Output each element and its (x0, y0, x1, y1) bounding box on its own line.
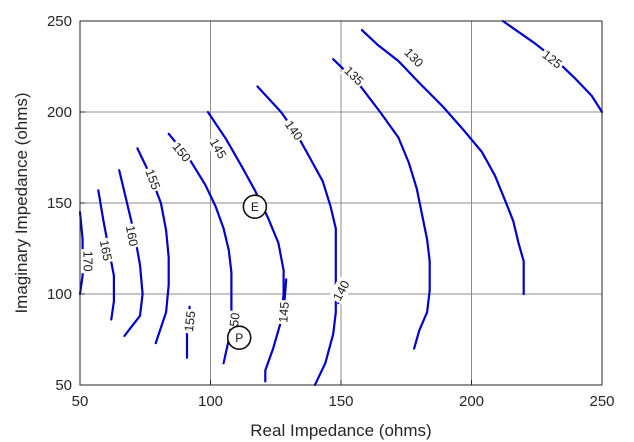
marker-e-label: E (251, 200, 259, 214)
contour-line-145 (206, 110, 285, 383)
y-axis-label: Imaginary Impedance (ohms) (12, 92, 31, 313)
contour-label-bg (274, 299, 293, 325)
contour-label-bg (168, 137, 196, 167)
contour-label-160: 160 (122, 222, 143, 250)
contour-label-145: 145 (274, 299, 293, 325)
y-tick-label: 250 (47, 13, 72, 30)
x-tick-label: 100 (198, 393, 223, 410)
contour-label-bg (280, 115, 308, 145)
marker-e-circle (242, 194, 268, 219)
x-axis-label: Real Impedance (ohms) (250, 421, 431, 440)
contour-line-160 (118, 169, 144, 337)
contour-label-text: 145 (276, 301, 292, 323)
marker-p-circle (226, 325, 252, 350)
x-tick-label: 200 (459, 393, 484, 410)
y-tick-label: 100 (47, 286, 72, 303)
axis-ticks: 50 100 150 200 250 50 100 150 200 250 (47, 13, 615, 410)
contour-label-text: 155 (182, 310, 198, 332)
contour-label-bg (328, 276, 354, 305)
contour-label-170: 170 (79, 249, 96, 274)
contour-label-165: 165 (95, 237, 117, 264)
contour-line-130 (360, 29, 525, 296)
contour-label-bg (141, 165, 165, 194)
contour-label-bg (538, 45, 567, 73)
contour-label-bg (400, 43, 429, 72)
markers: EP (226, 194, 268, 350)
contour-label-bg (180, 308, 199, 335)
contour-label-bg (122, 222, 143, 250)
y-tick-label: 50 (55, 377, 72, 394)
contour-label-bg (79, 249, 96, 274)
contour-label-bg (339, 61, 369, 90)
contour-label-155: 155 (180, 308, 199, 335)
contour-label-bg (205, 134, 232, 163)
x-tick-label: 250 (589, 393, 614, 410)
contour-line-135 (332, 58, 431, 350)
contour-label-155: 155 (141, 165, 165, 194)
y-tick-label: 150 (47, 195, 72, 212)
contour-label-bg (95, 237, 117, 264)
contour-label-text: 170 (80, 251, 94, 272)
marker-p-label: P (235, 331, 243, 345)
contour-label-text: 155 (142, 167, 163, 192)
contour-line-125 (501, 19, 604, 114)
x-tick-label: 50 (72, 393, 89, 410)
contour-label-text: 165 (97, 239, 115, 262)
x-tick-label: 150 (328, 393, 353, 410)
contour-line-165 (97, 189, 115, 321)
y-tick-label: 200 (47, 104, 72, 121)
contour-label-text: 160 (123, 224, 140, 247)
